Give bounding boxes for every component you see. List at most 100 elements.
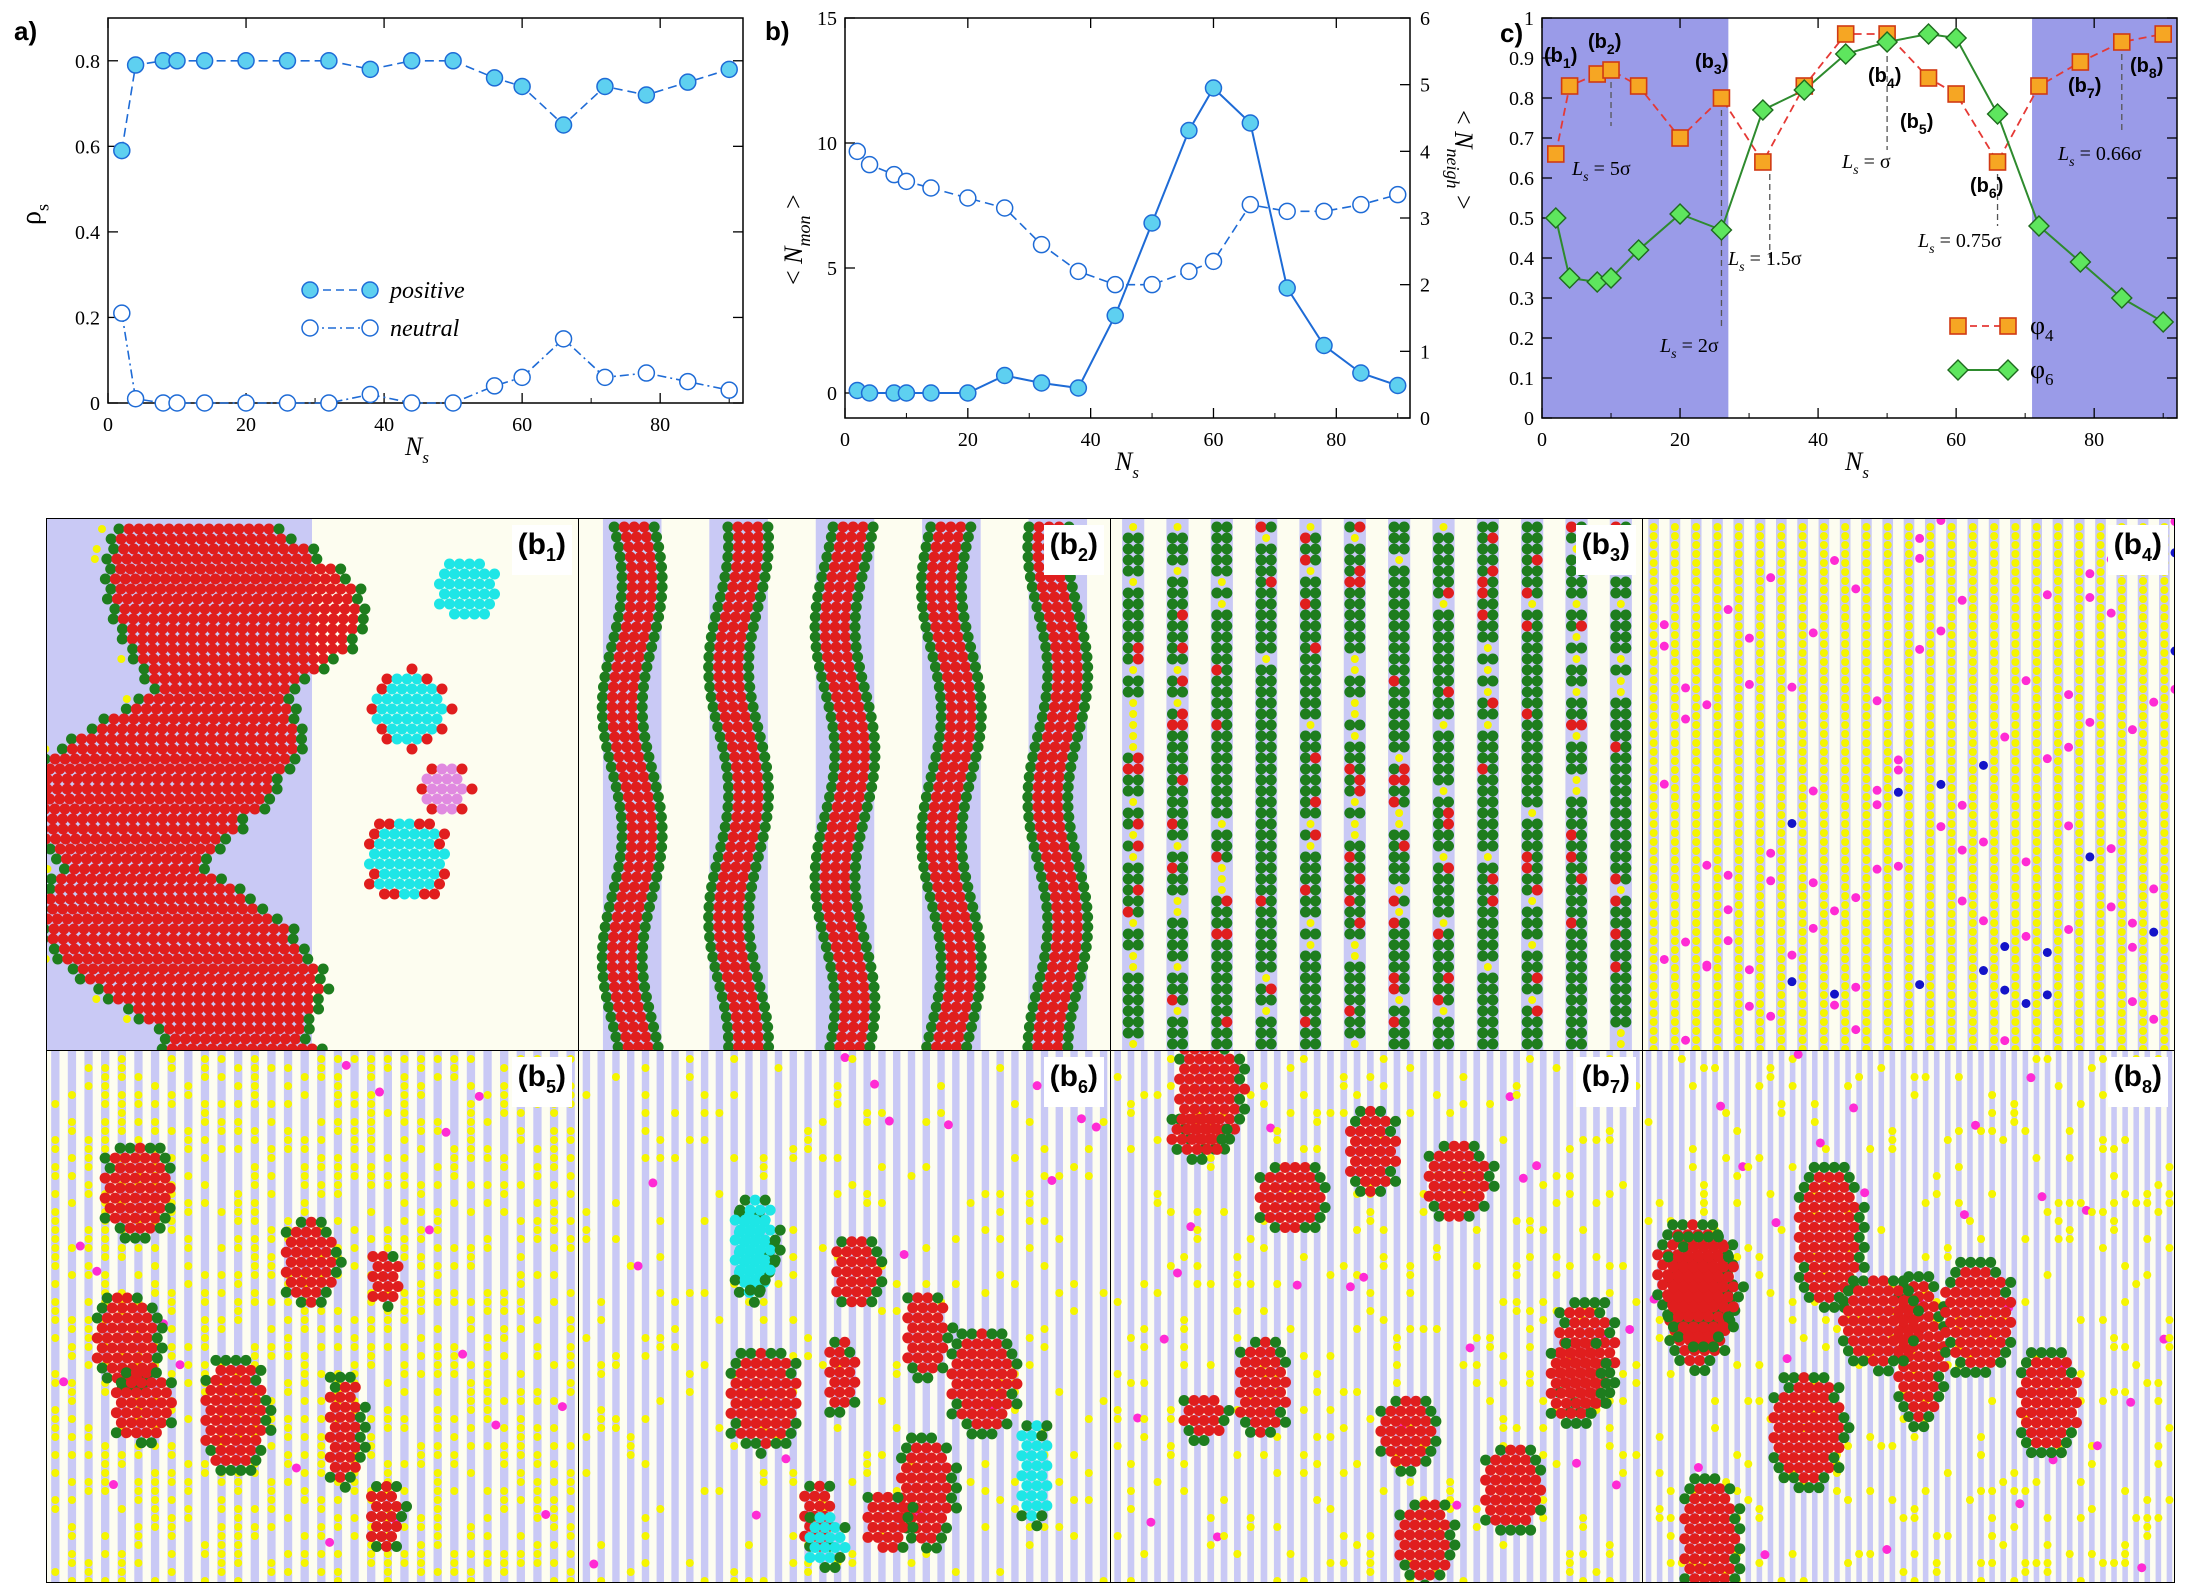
particle	[1129, 732, 1138, 740]
particle	[1255, 895, 1267, 907]
particle	[167, 933, 179, 945]
particle	[1521, 796, 1533, 808]
particle	[1036, 871, 1048, 883]
particle	[98, 943, 110, 955]
particle	[1692, 928, 1701, 936]
particle	[1265, 675, 1277, 687]
data-point-neutral	[237, 394, 255, 412]
particle	[1521, 631, 1533, 643]
particle	[1777, 856, 1786, 864]
particle	[619, 731, 631, 743]
particle	[1300, 862, 1311, 874]
particle	[1058, 631, 1070, 643]
particle	[444, 598, 455, 610]
particle	[168, 863, 180, 875]
particle	[277, 963, 289, 975]
particle	[1670, 784, 1679, 792]
particle	[147, 963, 159, 975]
particle	[1692, 973, 1701, 981]
particle	[1255, 950, 1267, 962]
particle	[309, 603, 321, 615]
particle	[757, 741, 769, 753]
particle	[243, 1013, 255, 1025]
particle	[927, 811, 939, 823]
particle	[958, 551, 970, 563]
particle	[153, 1023, 165, 1035]
particle	[1350, 831, 1359, 839]
particle	[967, 901, 979, 913]
particle	[1734, 784, 1743, 792]
particle	[112, 993, 124, 1005]
spacing-label: Ls = 0.75σ	[1917, 230, 2002, 257]
particle	[1649, 937, 1658, 945]
particle	[838, 731, 850, 743]
particle	[974, 731, 986, 743]
particle	[1072, 981, 1084, 993]
particle	[1841, 550, 1850, 558]
particle	[1211, 785, 1223, 797]
particle	[636, 571, 648, 583]
particle	[123, 1003, 135, 1015]
particle	[203, 1023, 215, 1035]
particle	[224, 883, 236, 895]
particle	[1354, 609, 1366, 621]
particle	[1756, 712, 1765, 720]
particle	[1177, 1027, 1188, 1039]
particle	[1566, 554, 1577, 566]
particle	[1265, 752, 1277, 764]
particle	[117, 813, 129, 825]
particle	[197, 643, 209, 655]
particle	[268, 713, 280, 725]
particle	[1841, 1045, 1850, 1050]
particle	[726, 991, 738, 1003]
particle	[1132, 532, 1144, 544]
particle	[763, 541, 775, 553]
particle	[1862, 694, 1871, 702]
particle	[947, 651, 959, 663]
particle	[611, 871, 623, 883]
particle	[1487, 532, 1499, 544]
particle	[1487, 939, 1499, 951]
particle	[1798, 730, 1807, 738]
particle	[1032, 1031, 1044, 1043]
particle	[958, 861, 970, 873]
particle	[1744, 633, 1754, 643]
particle	[143, 523, 155, 535]
particle	[248, 663, 260, 675]
particle	[169, 603, 181, 615]
particle	[209, 803, 221, 815]
particle	[105, 873, 117, 885]
particle	[1734, 694, 1743, 702]
particle	[1310, 895, 1321, 907]
particle	[626, 581, 638, 593]
particle	[834, 791, 846, 803]
particle	[1167, 774, 1178, 786]
particle	[1777, 1036, 1786, 1044]
particle	[858, 731, 870, 743]
particle	[623, 751, 635, 763]
particle	[218, 943, 230, 955]
particle	[1926, 586, 1935, 594]
particle	[1265, 884, 1277, 896]
particle	[1265, 587, 1277, 599]
particle	[1734, 586, 1743, 594]
particle	[1572, 655, 1581, 663]
particle	[1883, 1018, 1892, 1026]
snapshot-panel: (b3)	[1110, 518, 1643, 1051]
particle	[859, 1011, 871, 1023]
particle	[1798, 946, 1807, 954]
particle	[596, 701, 608, 713]
particle	[1734, 532, 1743, 540]
particle	[424, 838, 435, 850]
particle	[1433, 818, 1444, 830]
particle	[1255, 598, 1267, 610]
particle	[236, 743, 248, 755]
particle	[1777, 847, 1786, 855]
particle	[166, 733, 178, 745]
particle	[298, 663, 310, 675]
y-tick-label: 0.2	[1509, 328, 1534, 350]
particle	[117, 613, 129, 625]
particle	[831, 801, 843, 813]
particle	[838, 981, 850, 993]
particle	[1129, 743, 1138, 751]
